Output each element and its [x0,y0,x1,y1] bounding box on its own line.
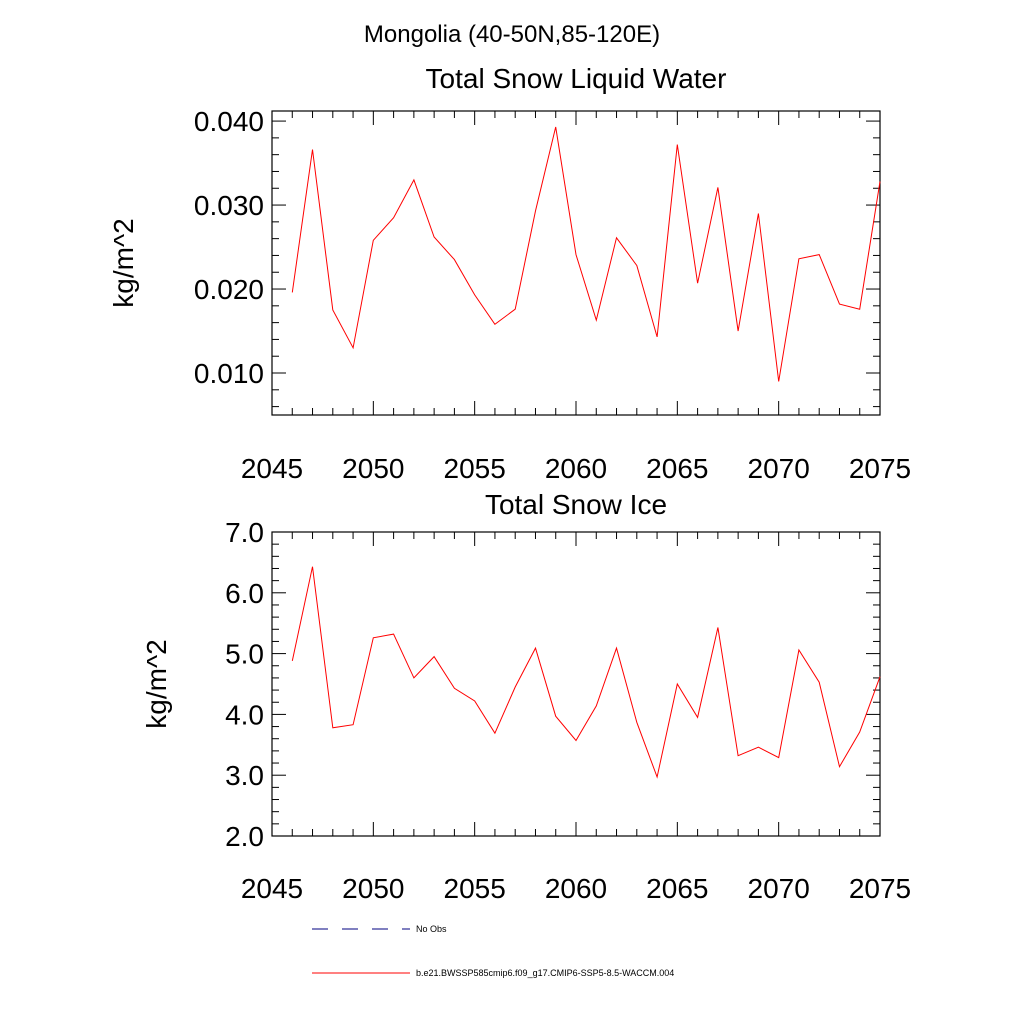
plot-frame [271,531,881,837]
y-tick-label: 4.0 [225,699,264,730]
x-tick-label: 2060 [545,453,607,484]
panel-snow-liquid-water: Total Snow Liquid Water 2045 2050 2055 2060 2… [108,63,911,484]
x-tick-label: 2060 [545,873,607,904]
x-tick-label: 2065 [646,873,708,904]
y-tick-label: 2.0 [225,821,264,852]
y-tick-label: 0.030 [194,190,264,221]
chart-title: Total Snow Ice [485,489,667,520]
chart-title: Total Snow Liquid Water [426,63,727,94]
x-tick-label: 2070 [748,453,810,484]
y-tick-label: 0.020 [194,274,264,305]
x-tick-label: 2050 [342,453,404,484]
legend-label-model: b.e21.BWSSP585cmip6.f09_g17.CMIP6-SSP5-8… [416,968,674,978]
y-tick-label: 0.010 [194,358,264,389]
x-tick-label: 2070 [748,873,810,904]
y-tick-label: 6.0 [225,578,264,609]
y-axis-label: kg/m^2 [108,218,139,307]
series-line [291,126,881,382]
x-tick-label: 2065 [646,453,708,484]
y-axis-label: kg/m^2 [141,639,172,728]
x-tick-label: 2045 [241,453,303,484]
y-tick-label: 3.0 [225,760,264,791]
x-tick-label: 2050 [342,873,404,904]
x-tick-label: 2075 [849,453,911,484]
plot-frame [271,110,881,416]
panel-snow-ice: Total Snow Ice 2045 2050 2055 2060 2065 2070 20… [141,489,911,904]
legend: No Obs b.e21.BWSSP585cmip6.f09_g17.CMIP6… [312,924,674,978]
legend-label-no-obs: No Obs [416,924,447,934]
y-tick-label: 7.0 [225,517,264,548]
x-tick-label: 2045 [241,873,303,904]
x-tick-label: 2055 [444,873,506,904]
x-tick-label: 2055 [444,453,506,484]
x-tick-label: 2075 [849,873,911,904]
figure-title: Mongolia (40-50N,85-120E) [364,21,660,48]
series-line [291,566,881,779]
y-tick-label: 5.0 [225,639,264,670]
y-tick-label: 0.040 [194,106,264,137]
